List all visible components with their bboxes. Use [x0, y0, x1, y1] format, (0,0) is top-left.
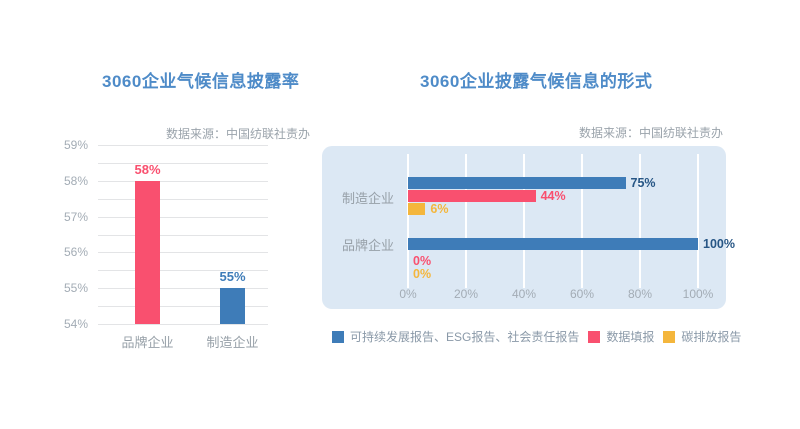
y-tick-label: 59%	[63, 138, 88, 152]
bar-value-label: 55%	[219, 269, 246, 285]
x-tick-label: 20%	[453, 287, 479, 301]
gridline	[98, 306, 268, 308]
bar-value-label: 6%	[430, 202, 449, 216]
bar-value-label: 100%	[703, 237, 735, 251]
right-chart-title: 3060企业披露气候信息的形式	[420, 72, 653, 91]
x-tick-label: 100%	[682, 287, 714, 301]
legend-label: 可持续发展报告、ESG报告、社会责任报告	[350, 330, 580, 344]
y-tick-label: 58%	[63, 173, 88, 188]
x-tick-label: 60%	[569, 287, 595, 301]
gridline	[407, 154, 409, 288]
y-category-label: 品牌企业	[341, 238, 394, 253]
left-y-axis: 54% 55% 56% 57% 58% 59%	[56, 138, 88, 331]
disclosure-form-bar-chart: 0% 20% 40% 60% 80% 100% 制造企业 75% 44% 6% 品牌企业 100% 0%…	[322, 146, 735, 309]
bar-制造企业-series0	[408, 177, 626, 189]
legend-swatch-icon	[332, 330, 344, 343]
gridline	[98, 145, 268, 146]
bar-制造企业-series2	[408, 203, 426, 215]
legend-label: 碳排放报告	[681, 330, 742, 344]
bar-value-label: 0%	[413, 267, 432, 281]
gridline	[98, 162, 268, 164]
gridline	[465, 154, 467, 288]
x-tick-label: 0%	[399, 287, 417, 301]
legend-label: 数据填报	[606, 330, 655, 344]
gridline	[98, 288, 268, 290]
legend-item-2: 碳排放报告	[663, 328, 741, 345]
y-tick-label: 57%	[63, 209, 88, 224]
x-tick-label: 80%	[627, 287, 653, 301]
y-category-label: 制造企业	[341, 191, 394, 206]
gridline	[697, 154, 699, 288]
bar-value-label: 58%	[134, 161, 161, 177]
y-tick-label: 55%	[63, 281, 88, 296]
right-data-source: 数据来源：中国纺联社责办	[578, 126, 723, 140]
y-tick-label: 54%	[63, 317, 88, 331]
bar-value-label: 75%	[630, 176, 656, 190]
bar-品牌企业-series0	[408, 238, 698, 250]
x-tick-label: 40%	[511, 287, 537, 301]
gridline	[523, 154, 525, 288]
x-category-label: 制造企业	[206, 335, 259, 350]
gridline	[98, 252, 268, 254]
gridline	[98, 270, 268, 272]
legend-swatch-icon	[588, 330, 601, 343]
gridline	[98, 234, 268, 236]
bar-品牌企业	[135, 180, 160, 324]
legend-swatch-icon	[663, 330, 676, 343]
bar-value-label: 0%	[413, 254, 432, 268]
legend-item-1: 数据填报	[588, 328, 654, 345]
left-data-source: 数据来源：中国纺联社责办	[165, 127, 310, 141]
legend: 可持续发展报告、ESG报告、社会责任报告 数据填报 碳排放报告	[332, 328, 741, 345]
gridline	[98, 180, 268, 182]
x-category-label: 品牌企业	[121, 335, 174, 350]
left-x-axis: 品牌企业 制造企业	[95, 332, 270, 350]
gridline	[98, 324, 268, 325]
gridline	[98, 216, 268, 218]
y-tick-label: 56%	[63, 245, 88, 260]
gridline	[639, 154, 641, 288]
disclosure-rate-bar-chart: 58% 55%	[95, 145, 270, 325]
gridline	[581, 154, 583, 288]
gridline	[98, 198, 268, 200]
bar-制造企业	[220, 288, 245, 324]
left-chart-title: 3060企业气候信息披露率	[102, 72, 300, 91]
bar-value-label: 44%	[540, 189, 566, 203]
legend-item-0: 可持续发展报告、ESG报告、社会责任报告	[332, 328, 579, 345]
bar-制造企业-series1	[408, 190, 536, 202]
